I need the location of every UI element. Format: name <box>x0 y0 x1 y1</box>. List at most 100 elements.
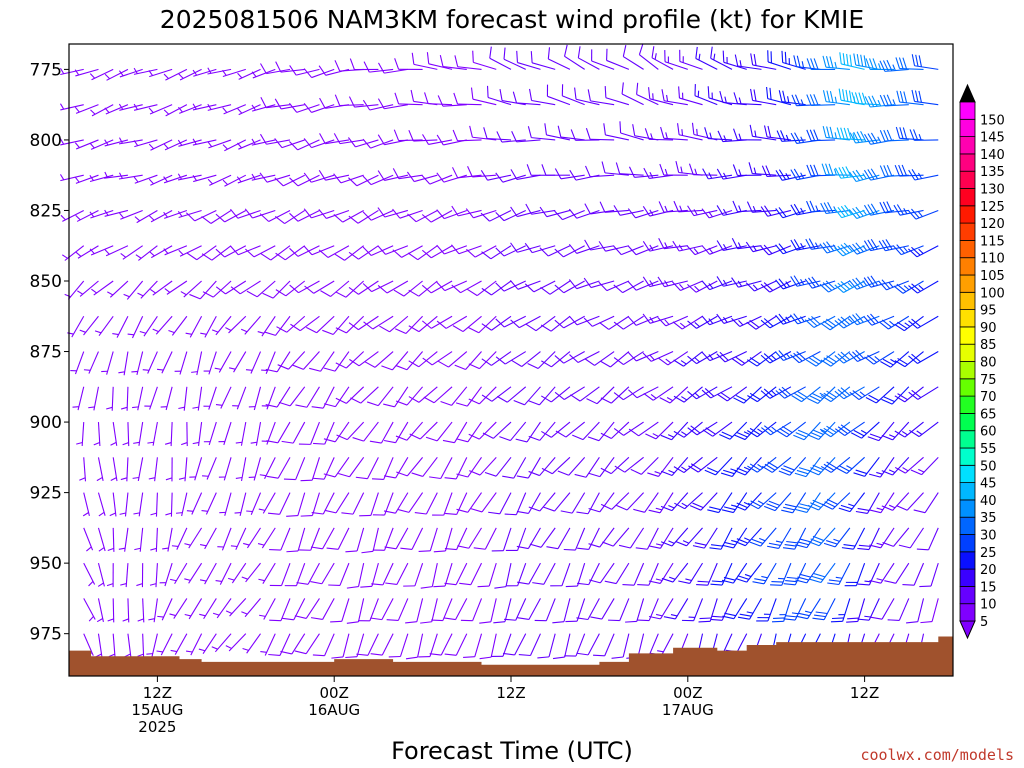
wind-barb <box>864 95 895 108</box>
wind-barb <box>189 457 203 481</box>
wind-barb <box>717 386 748 402</box>
wind-barb <box>776 421 807 438</box>
wind-barb <box>260 245 291 261</box>
wind-barb <box>791 386 821 403</box>
wind-barb <box>59 103 84 111</box>
wind-barb <box>189 280 217 300</box>
wind-barb <box>495 280 526 292</box>
wind-barb <box>570 386 600 402</box>
wind-barb <box>869 527 895 549</box>
wind-barb <box>834 166 865 179</box>
wind-barb <box>298 421 320 445</box>
wind-barb <box>436 315 468 329</box>
wind-barb <box>894 421 924 438</box>
wind-barb <box>687 386 718 400</box>
wind-barb <box>848 277 880 290</box>
wind-barb <box>459 562 483 586</box>
wind-barb <box>870 598 895 620</box>
wind-barb <box>760 244 792 256</box>
wind-barb <box>266 457 291 479</box>
wind-barb <box>830 598 851 623</box>
wind-barb <box>132 386 144 411</box>
wind-barb <box>716 313 747 324</box>
wind-barb <box>260 97 291 109</box>
wind-barb <box>673 456 703 474</box>
wind-barb <box>411 52 438 70</box>
wind-barb <box>466 245 497 258</box>
colorbar-swatch <box>959 343 976 362</box>
wind-barb <box>913 492 939 514</box>
wind-barb <box>527 351 556 369</box>
wind-barb <box>822 55 850 70</box>
wind-barb <box>598 280 630 292</box>
wind-barb <box>230 527 247 550</box>
wind-barb <box>371 457 394 480</box>
wind-barb <box>546 84 571 106</box>
wind-barb <box>781 50 806 70</box>
wind-barb <box>198 633 217 654</box>
wind-barb <box>79 457 87 482</box>
wind-barb <box>96 598 104 623</box>
wind-barb <box>328 562 350 586</box>
wind-barb <box>518 633 541 657</box>
wind-barb <box>137 633 145 658</box>
wind-barb <box>775 386 806 399</box>
wind-barb <box>439 54 467 70</box>
wind-barb <box>201 492 217 515</box>
wind-barb <box>524 280 556 293</box>
wind-barb <box>554 280 585 294</box>
wind-barb <box>215 245 247 258</box>
wind-barb <box>192 174 217 183</box>
wind-barb <box>793 55 821 70</box>
wind-barb <box>405 633 424 660</box>
wind-barb <box>879 201 909 214</box>
wind-barb <box>148 457 158 482</box>
y-axis: 775 800 825 850 875 900 925 950 975 <box>30 60 69 645</box>
wind-barb <box>258 562 276 584</box>
x-tick-label: 12Z <box>496 684 525 702</box>
wind-barb <box>362 245 394 256</box>
wind-barb <box>882 527 910 547</box>
wind-barb <box>90 104 114 117</box>
wind-barb <box>386 598 409 621</box>
wind-barb <box>309 351 335 372</box>
wind-barb <box>534 598 556 622</box>
wind-barb <box>528 456 556 477</box>
wind-barb <box>237 139 261 150</box>
wind-barb <box>778 456 807 476</box>
wind-barb <box>719 421 748 440</box>
colorbar-label: 130 <box>980 183 1005 198</box>
wind-barb <box>638 43 659 70</box>
wind-barb <box>770 562 792 586</box>
wind-barb <box>636 82 659 106</box>
wind-barb <box>554 209 585 221</box>
wind-barb <box>781 492 807 514</box>
wind-barb <box>616 492 644 511</box>
wind-barb <box>510 315 541 329</box>
wind-barb <box>133 67 158 75</box>
wind-barb <box>827 562 851 586</box>
wind-barb <box>645 421 674 440</box>
wind-barb <box>122 422 130 447</box>
wind-barb <box>222 104 247 115</box>
wind-barb <box>732 200 762 213</box>
wind-barb <box>162 527 173 552</box>
y-tick-label: 800 <box>30 131 62 151</box>
wind-barb <box>237 68 261 80</box>
wind-barb <box>468 386 497 405</box>
wind-barb <box>207 67 232 75</box>
wind-barb <box>67 315 85 338</box>
wind-barb <box>805 238 836 250</box>
wind-barb <box>588 527 615 548</box>
wind-barb <box>601 161 629 176</box>
wind-barb <box>586 386 615 405</box>
wind-barb <box>152 315 173 335</box>
wind-barb <box>207 103 232 111</box>
wind-barb <box>250 421 262 446</box>
wind-barb <box>149 563 158 588</box>
wind-barb <box>463 633 483 659</box>
wind-barb <box>118 103 143 111</box>
wind-barb <box>696 562 718 586</box>
wind-barb <box>789 313 821 325</box>
